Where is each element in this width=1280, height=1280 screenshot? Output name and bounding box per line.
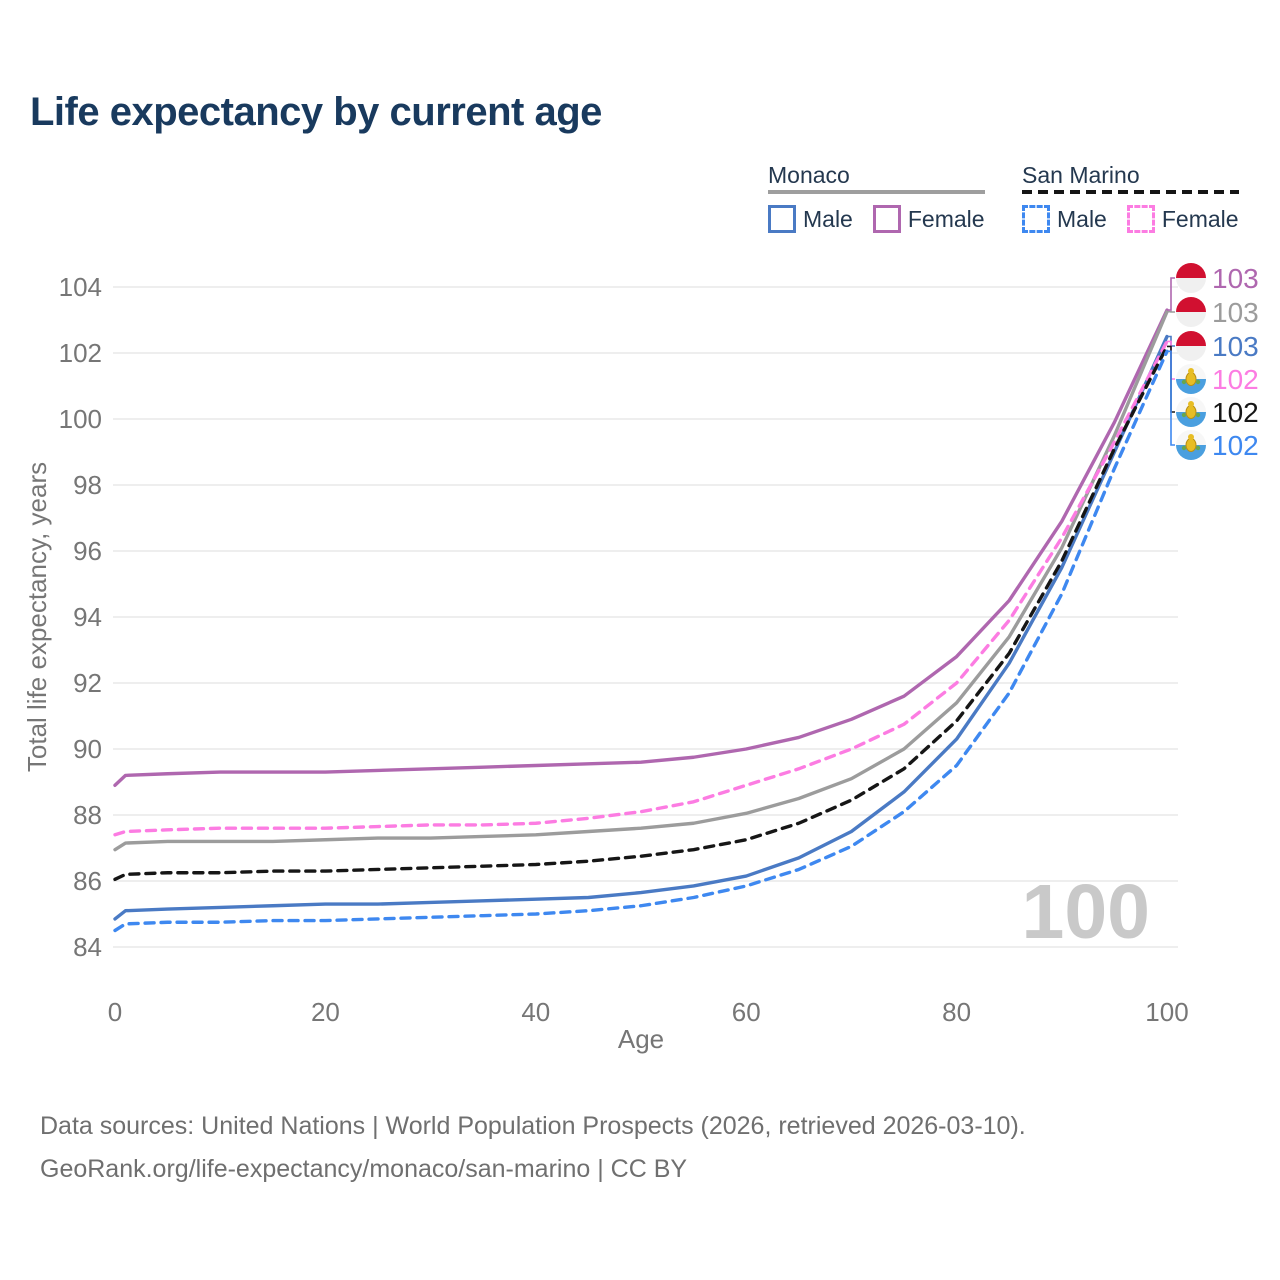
legend-item-monaco-male[interactable]: Male (768, 205, 853, 233)
x-tick-label-0: 0 (108, 997, 122, 1027)
y-tick-label-98: 98 (73, 470, 102, 500)
monaco-flag-icon (1176, 263, 1206, 293)
monaco-flag-icon (1176, 331, 1206, 361)
x-tick-label-40: 40 (521, 997, 550, 1027)
y-tick-label-86: 86 (73, 866, 102, 896)
end-value-label-monaco-male: 103 (1212, 331, 1259, 362)
san-marino-female-swatch-icon (1126, 205, 1155, 233)
legend-label-san-marino-male: Male (1057, 205, 1107, 232)
end-value-label-san-marino-both-sexes: 102 (1212, 397, 1259, 428)
legend-group-san-marino: San Marino Male Female (1022, 162, 1239, 233)
san-marino-flag-icon (1176, 430, 1206, 460)
monaco-flag-icon (1176, 297, 1206, 327)
san-marino-flag-icon (1176, 364, 1206, 394)
x-tick-label-20: 20 (311, 997, 340, 1027)
legend-item-monaco-female[interactable]: Female (872, 205, 985, 233)
end-label-leader-san-marino-male (1167, 350, 1175, 446)
legend-items-monaco: Male Female (768, 205, 985, 233)
y-tick-label-96: 96 (73, 536, 102, 566)
end-value-label-monaco-both-sexes: 103 (1212, 297, 1259, 328)
y-tick-label-100: 100 (59, 404, 102, 434)
y-tick-label-92: 92 (73, 668, 102, 698)
legend-title-monaco: Monaco (768, 162, 850, 188)
legend-title-san-marino: San Marino (1022, 162, 1140, 188)
chart-footer: Data sources: United Nations | World Pop… (40, 1105, 1026, 1191)
end-value-label-san-marino-female: 102 (1212, 364, 1259, 395)
legend-item-san-marino-male[interactable]: Male (1022, 205, 1107, 233)
age-watermark: 100 (1022, 869, 1150, 955)
series-line-san-marino-both-sexes[interactable] (113, 344, 1169, 882)
san-marino-male-swatch-icon (1022, 205, 1050, 233)
y-tick-label-102: 102 (59, 338, 102, 368)
monaco-female-swatch-icon (872, 205, 901, 233)
y-tick-label-88: 88 (73, 800, 102, 830)
page-title: Life expectancy by current age (30, 90, 602, 134)
data-sources-text: Data sources: United Nations | World Pop… (40, 1112, 1026, 1140)
attribution-text: GeoRank.org/life-expectancy/monaco/san-m… (40, 1155, 688, 1183)
y-tick-label-90: 90 (73, 734, 102, 764)
legend-label-san-marino-female: Female (1161, 205, 1239, 232)
monaco-solid-line-swatch-icon (768, 190, 985, 194)
series-line-san-marino-male[interactable] (113, 349, 1169, 933)
y-axis-title: Total life expectancy, years (22, 462, 52, 772)
end-value-label-san-marino-male: 102 (1212, 430, 1259, 461)
legend-item-san-marino-female[interactable]: Female (1126, 205, 1239, 233)
monaco-male-swatch-icon (768, 205, 796, 233)
legend-label-monaco-female: Female (907, 205, 985, 232)
x-tick-label-80: 80 (942, 997, 971, 1027)
series-line-san-marino-female[interactable] (113, 339, 1169, 837)
series-line-monaco-both-sexes[interactable] (113, 310, 1169, 852)
san-marino-flag-icon (1176, 397, 1206, 427)
legend-items-san-marino: Male Female (1022, 205, 1239, 233)
series-line-monaco-female[interactable] (113, 308, 1169, 787)
x-axis-title: Age (618, 1024, 664, 1054)
series-line-monaco-male[interactable] (113, 334, 1169, 921)
y-tick-label-84: 84 (73, 932, 102, 962)
legend-label-monaco-male: Male (803, 205, 853, 232)
y-tick-label-104: 104 (59, 272, 102, 302)
y-tick-label-94: 94 (73, 602, 102, 632)
end-value-label-monaco-female: 103 (1212, 263, 1259, 294)
x-tick-label-100: 100 (1145, 997, 1188, 1027)
x-tick-label-60: 60 (732, 997, 761, 1027)
san-marino-dashed-line-swatch-icon (1022, 190, 1239, 194)
end-label-leader-monaco-female (1167, 277, 1175, 311)
legend-group-monaco: Monaco Male Female (768, 162, 985, 233)
